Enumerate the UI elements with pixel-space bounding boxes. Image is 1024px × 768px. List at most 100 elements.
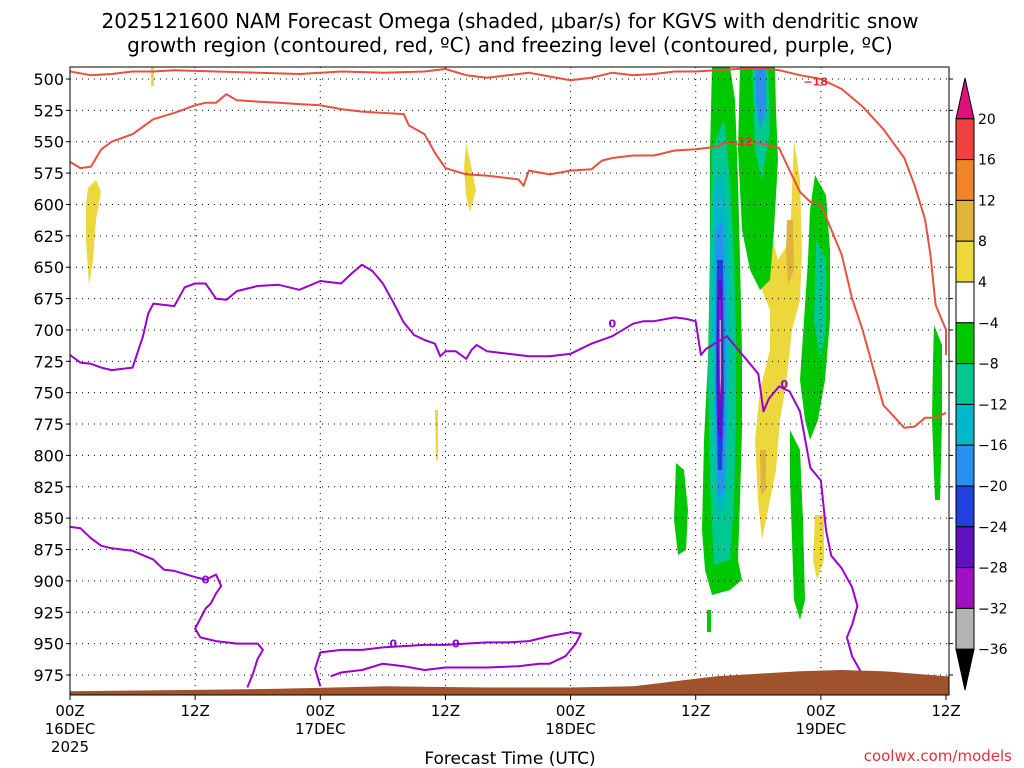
colorbar-swatch [955,363,975,405]
colorbar-cap-bottom [955,648,975,691]
x-tick-label: 12Z [931,702,960,720]
colorbar-swatch [955,281,975,324]
colorbar-cap-top [955,77,975,120]
colorbar-label: −8 [978,357,999,373]
contour-label: 0 [608,318,616,331]
x-tick-label: 12Z [431,702,460,720]
colorbar-swatch [955,159,975,201]
y-tick-label: 850 [33,509,64,528]
omega-patch [151,67,154,86]
contour-label: 0 [781,378,789,391]
y-tick-label: 725 [33,352,64,371]
omega-patch [786,220,794,285]
colorbar-swatch [955,607,975,650]
y-tick-label: 650 [33,258,64,277]
contour-label: 0 [202,574,210,587]
y-tick-label: 625 [33,227,64,246]
x-tick-year: 2025 [51,738,89,756]
x-axis-title: Forecast Time (UTC) [424,749,595,768]
x-tick-date: 17DEC [295,720,346,738]
credit-text: coolwx.com/models [864,747,1012,765]
contour-line-2 [70,263,874,689]
colorbar-swatch [955,526,975,569]
plot-frame [69,66,950,696]
omega-patch [813,515,824,580]
contour-label: 0 [389,638,397,651]
x-tick-label: 00Z [556,702,585,720]
y-tick-label: 675 [33,290,64,309]
colorbar-label: −32 [978,601,1008,617]
colorbar-swatch [955,567,975,609]
chart-title-line2: growth region (contoured, red, ºC) and f… [127,33,893,57]
colorbar-label: −16 [978,438,1008,454]
colorbar: 20 16 12 8 4 −4 −8 −12 −16 −20 −24 −28 −32 −36 [955,77,1008,691]
colorbar-label: −20 [978,479,1008,495]
colorbar-swatch [955,118,975,161]
y-tick-label: 600 [33,195,64,214]
colorbar-swatch [955,240,975,283]
x-tick-label: 00Z [306,702,335,720]
colorbar-swatch [955,444,975,487]
y-tick-label: 700 [33,321,64,340]
omega-patch [814,240,826,360]
chart-title-line1: 2025121600 NAM Forecast Omega (shaded, μ… [101,9,918,33]
y-tick-label: 975 [33,666,64,685]
colorbar-swatch [955,322,975,365]
x-tick-label: 12Z [180,702,209,720]
colorbar-swatch [955,485,975,528]
x-tick-label: 00Z [806,702,835,720]
colorbar-label: −24 [978,520,1008,536]
y-tick-label: 550 [33,133,64,152]
colorbar-label: −28 [978,561,1008,577]
colorbar-label: 16 [978,153,996,169]
y-tick-label: 875 [33,541,64,560]
omega-patch [707,610,711,632]
y-tick-label: 575 [33,164,64,183]
x-tick-label: 00Z [55,702,84,720]
contour-line-0 [70,67,947,355]
colorbar-label: −36 [978,642,1008,658]
ground-terrain [70,670,949,695]
contour-layer [70,67,947,689]
omega-patch [674,463,688,555]
colorbar-label: −12 [978,397,1008,413]
omega-patch [932,325,942,500]
colorbar-label: 8 [978,234,987,250]
contour-label: 0 [452,638,460,651]
x-tick-date: 19DEC [796,720,847,738]
colorbar-label: 4 [978,275,987,291]
contour-label: −18 [803,76,828,89]
y-tick-label: 925 [33,603,64,622]
contour-line-3 [70,525,264,688]
y-tick-label: 500 [33,70,64,89]
y-tick-label: 775 [33,415,64,434]
omega-patch [760,450,766,495]
y-tick-label: 950 [33,635,64,654]
colorbar-swatch [955,403,975,446]
x-tick-date: 16DEC [45,720,96,738]
y-tick-label: 900 [33,572,64,591]
x-tick-label: 12Z [681,702,710,720]
colorbar-label: 20 [978,112,996,128]
y-axis: 500 525 550 575 600 625 650 675 700 725 750 775 800 8… [33,70,953,685]
omega-patch [719,320,721,395]
colorbar-label: 12 [978,193,996,209]
colorbar-label: −4 [978,316,999,332]
omega-patch [756,67,766,130]
contour-label: −12 [728,136,753,149]
x-tick-date: 18DEC [545,720,596,738]
colorbar-swatch [955,199,975,242]
y-tick-label: 750 [33,384,64,403]
y-tick-label: 525 [33,101,64,120]
omega-shading [86,67,942,632]
contour-line-4 [314,631,582,687]
y-tick-label: 800 [33,446,64,465]
contour-line-1 [70,93,947,429]
contour-labels: −18 −12 0 0 0 0 0 [202,76,828,651]
omega-patch [435,410,438,460]
y-tick-label: 825 [33,478,64,497]
omega-patch [86,180,101,285]
omega-patch [790,430,805,620]
